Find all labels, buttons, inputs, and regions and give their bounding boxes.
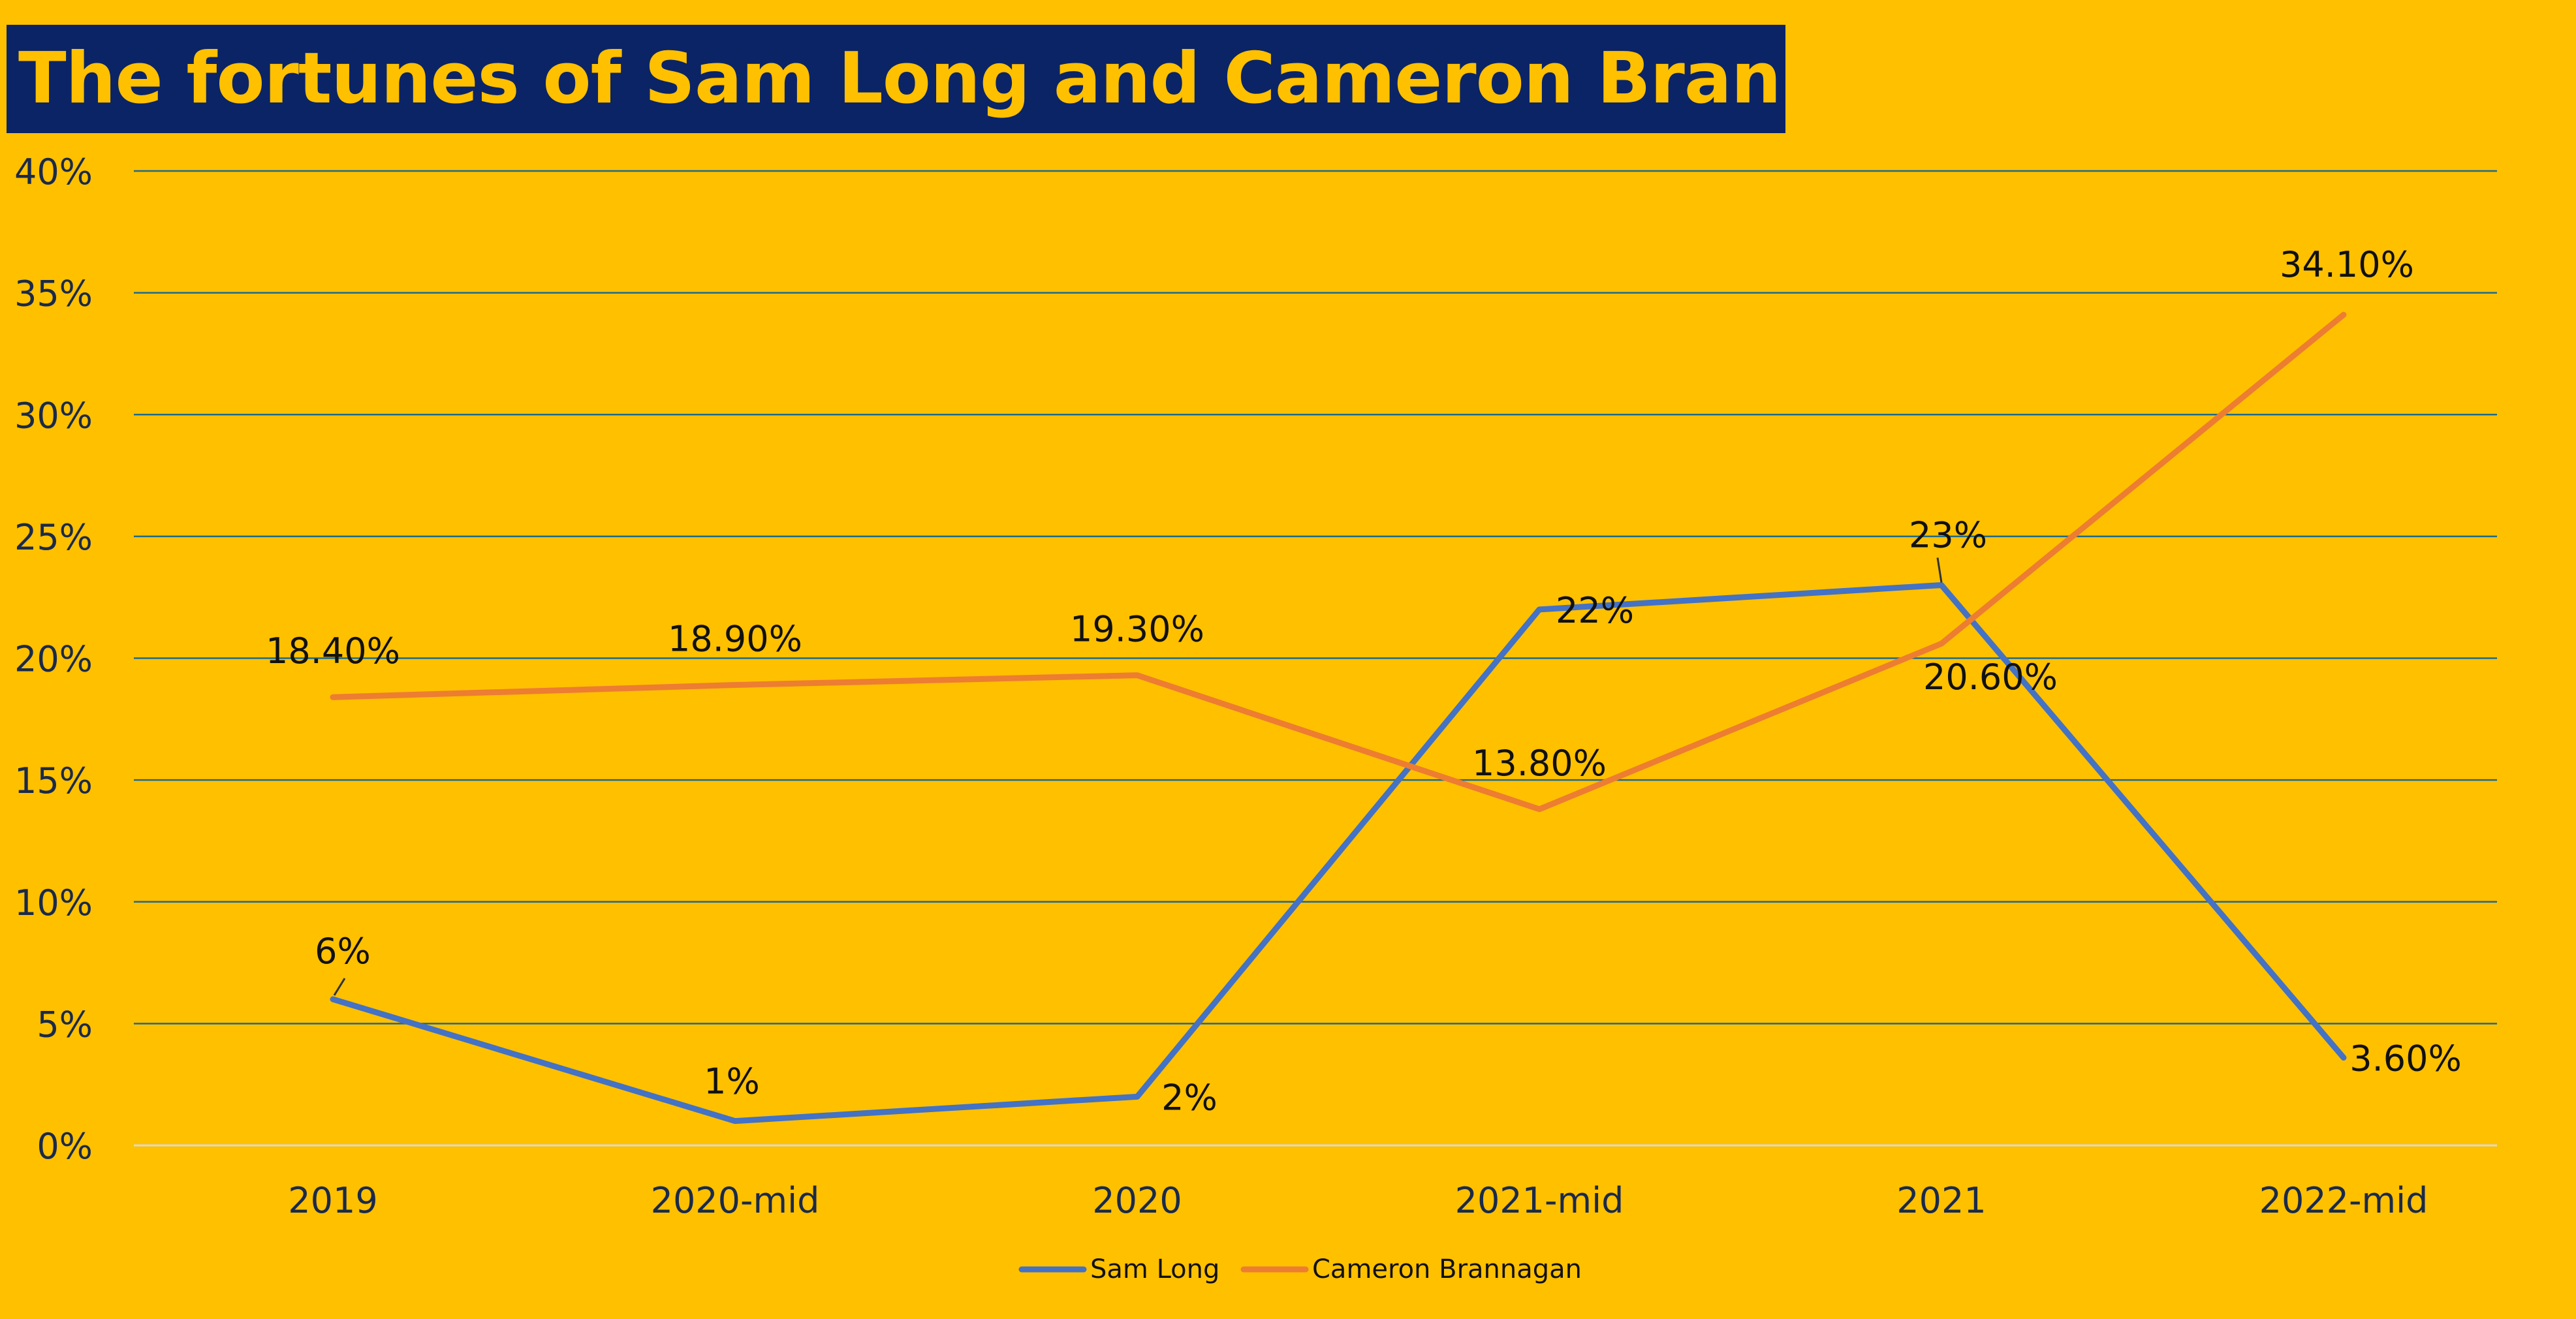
data-label: 6% bbox=[315, 931, 371, 972]
legend-item-sam-long-label: Sam Long bbox=[1090, 1254, 1219, 1284]
data-label: 18.40% bbox=[266, 630, 400, 672]
series-line-cameron-brannagan bbox=[330, 311, 2347, 813]
data-label: 1% bbox=[704, 1061, 760, 1102]
label-leader-line bbox=[333, 978, 346, 996]
data-label: 34.10% bbox=[2280, 244, 2414, 285]
series-lines bbox=[330, 311, 2347, 1125]
x-tick-label: 2020-mid bbox=[651, 1180, 820, 1221]
y-axis-ticks: 0% 5% 10% 15% 20% 25% 30% 35% 40% bbox=[14, 151, 93, 1167]
y-tick-label: 35% bbox=[14, 273, 93, 315]
series-line-sam-long bbox=[330, 582, 2347, 1125]
y-tick-label: 30% bbox=[14, 395, 93, 436]
x-axis-ticks: 2019 2020-mid 2020 2021-mid 2021 2022-mid bbox=[288, 1180, 2428, 1221]
chart-title: The fortunes of Sam Long and Cameron Bra… bbox=[18, 38, 2024, 119]
y-tick-label: 15% bbox=[14, 760, 93, 801]
x-tick-label: 2020 bbox=[1092, 1180, 1182, 1221]
data-label: 2% bbox=[1161, 1077, 1217, 1118]
title-banner: The fortunes of Sam Long and Cameron Bra… bbox=[7, 25, 2024, 133]
data-label: 13.80% bbox=[1472, 743, 1607, 784]
data-label: 22% bbox=[1556, 590, 1634, 631]
y-tick-label: 20% bbox=[14, 639, 93, 680]
gridlines bbox=[134, 170, 2497, 1147]
y-tick-label: 10% bbox=[14, 882, 93, 923]
x-tick-label: 2021 bbox=[1896, 1180, 1986, 1221]
legend: Sam Long Cameron Brannagan bbox=[1018, 1254, 1582, 1284]
data-label: 3.60% bbox=[2349, 1038, 2462, 1079]
y-tick-label: 5% bbox=[37, 1004, 93, 1045]
x-tick-label: 2019 bbox=[288, 1180, 377, 1221]
y-tick-label: 0% bbox=[37, 1126, 93, 1167]
y-tick-label: 40% bbox=[14, 151, 93, 193]
data-label: 18.90% bbox=[668, 619, 802, 660]
x-tick-label: 2021-mid bbox=[1455, 1180, 1624, 1221]
data-labels: 6% 1% 2% 22% 23% 3.60% 18.40% 18.90% 19.30% 13.80… bbox=[266, 244, 2462, 1118]
label-leader-line bbox=[1936, 557, 1943, 583]
data-label: 19.30% bbox=[1070, 609, 1204, 650]
x-tick-label: 2022-mid bbox=[2259, 1180, 2428, 1221]
data-label: 23% bbox=[1909, 515, 1987, 556]
legend-item-cameron-brannagan-label: Cameron Brannagan bbox=[1312, 1254, 1582, 1284]
data-label: 20.60% bbox=[1923, 657, 2058, 698]
y-tick-label: 25% bbox=[14, 517, 93, 558]
